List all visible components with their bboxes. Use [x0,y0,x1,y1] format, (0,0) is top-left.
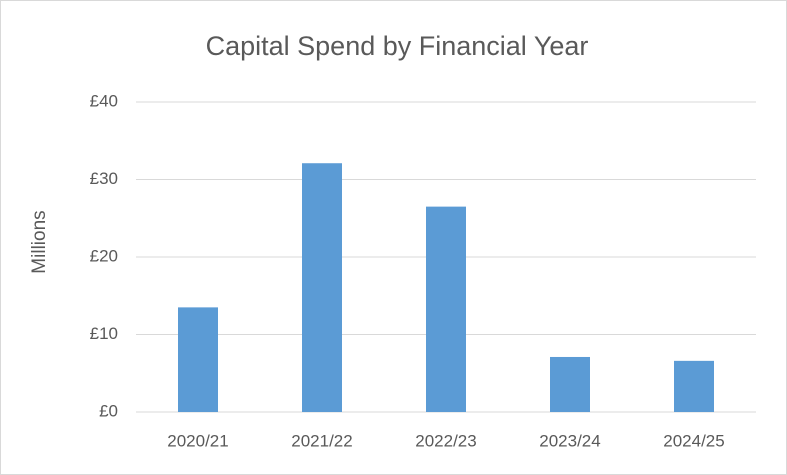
y-tick-label: £40 [90,91,118,110]
x-tick-label: 2020/21 [167,431,228,450]
x-tick-label: 2023/24 [539,431,600,450]
x-tick-label: 2024/25 [663,431,724,450]
y-tick-label: £20 [90,246,118,265]
x-tick-label: 2022/23 [415,431,476,450]
bar [302,163,342,412]
bar [674,360,714,412]
bar [550,356,590,412]
y-tick-label: £30 [90,169,118,188]
chart-title: Capital Spend by Financial Year [206,31,589,61]
bar [178,307,218,412]
y-tick-label: £0 [99,401,118,420]
y-tick-label: £10 [90,324,118,343]
y-axis-label: Millions [29,210,50,273]
bar [426,206,466,412]
x-tick-label: 2021/22 [291,431,352,450]
